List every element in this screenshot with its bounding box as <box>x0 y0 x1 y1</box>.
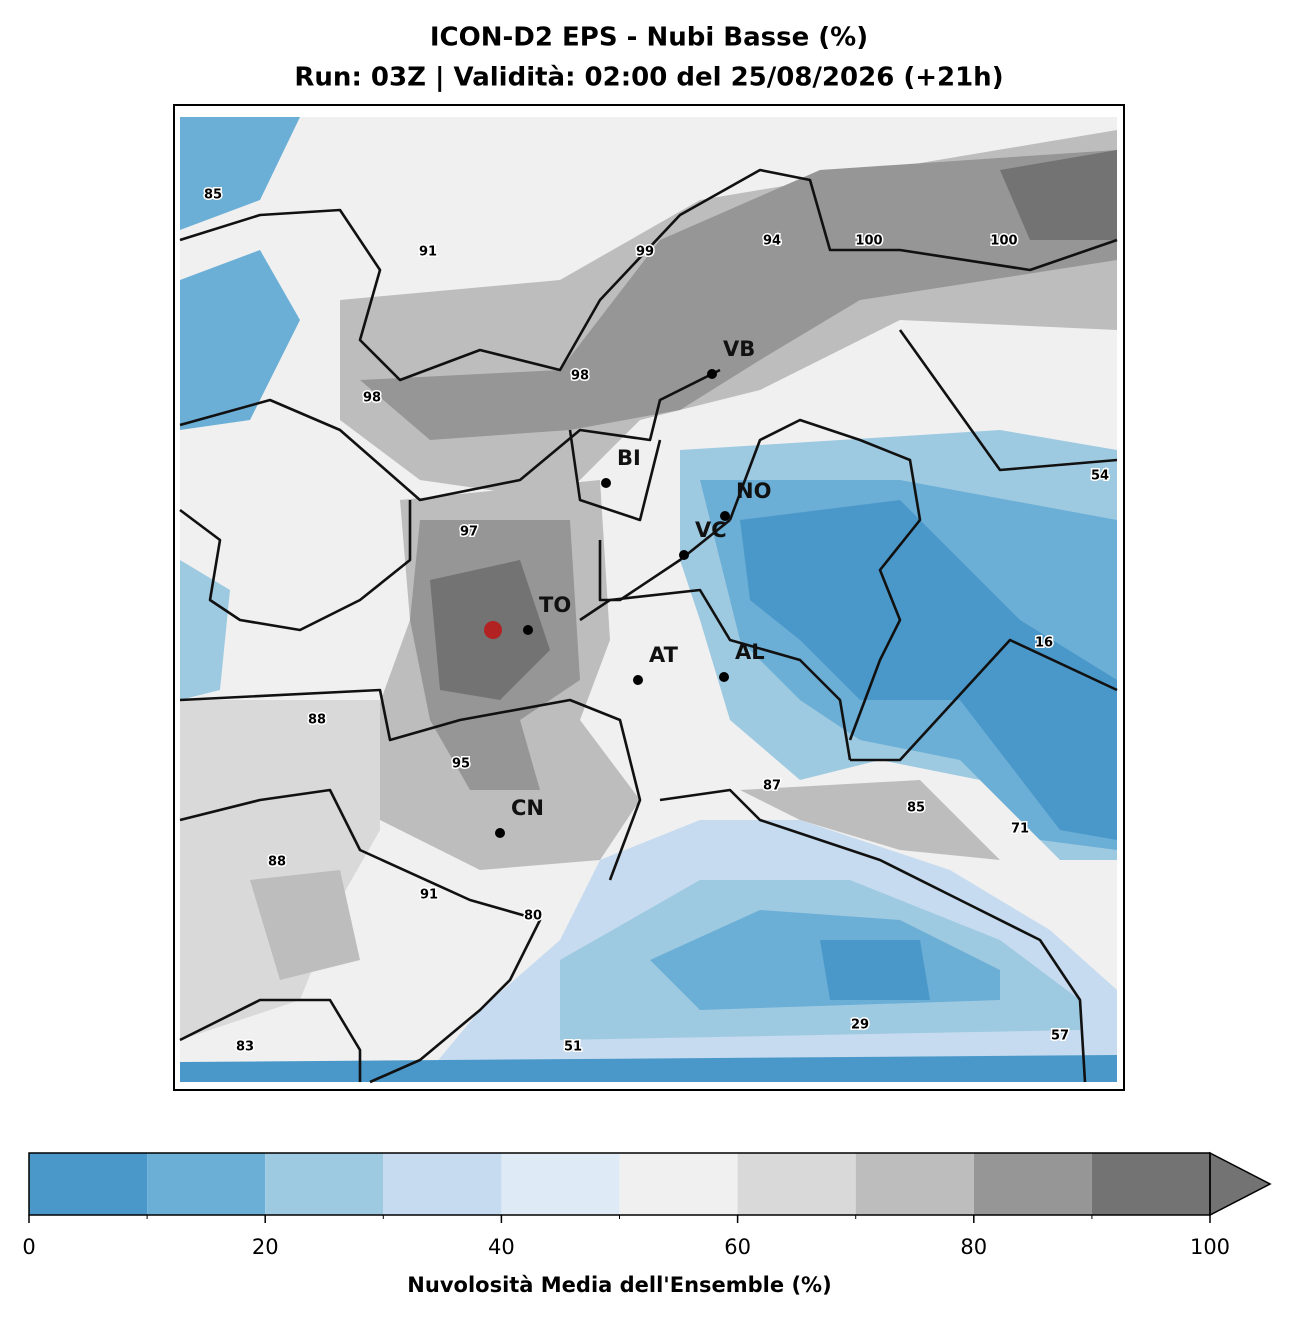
contour-label: 80 <box>524 909 542 924</box>
contour-label: 91 <box>420 888 438 903</box>
location-marker <box>484 621 502 639</box>
contour-label: 29 <box>851 1018 869 1033</box>
map-field <box>179 117 1118 1084</box>
subtitle: Run: 03Z | Validità: 02:00 del 25/08/202… <box>294 63 1003 93</box>
contour-label: 97 <box>460 525 478 540</box>
colorbar-segment <box>265 1153 384 1215</box>
colorbar: 0 20 40 60 80 100 Nuvolosità Media dell'Ensemb… <box>22 1151 1272 1297</box>
colorbar-segment <box>501 1153 620 1215</box>
contour-label: 51 <box>564 1040 582 1055</box>
contour-label: 54 <box>1091 469 1109 484</box>
city-dot <box>495 828 505 838</box>
colorbar-segment <box>855 1153 974 1215</box>
city-label: VB <box>723 337 755 361</box>
colorbar-tick-label: 0 <box>22 1235 35 1259</box>
contour-label: 71 <box>1011 822 1029 837</box>
contour-label: 85 <box>907 801 925 816</box>
contour-label: 88 <box>308 713 326 728</box>
colorbar-extension <box>1209 1151 1272 1217</box>
city-label: VC <box>695 518 727 542</box>
contour-label: 16 <box>1035 636 1053 651</box>
city-dot <box>720 511 730 521</box>
contour-label: 57 <box>1051 1029 1069 1044</box>
city-dot <box>679 550 689 560</box>
contour-label: 88 <box>268 855 286 870</box>
contour-labels: 85 91 99 94 100 100 98 98 54 97 16 88 95 87 85 71 88 91 80… <box>202 186 1110 1056</box>
contour-label: 99 <box>636 245 654 260</box>
colorbar-segment <box>619 1153 738 1215</box>
city-label: AL <box>735 640 765 664</box>
contour-label: 83 <box>236 1040 254 1055</box>
colorbar-tick-label: 20 <box>252 1235 279 1259</box>
colorbar-tick-label: 40 <box>488 1235 515 1259</box>
city-label: NO <box>736 479 771 503</box>
contour-label: 94 <box>763 234 781 249</box>
city-dot <box>633 675 643 685</box>
colorbar-segment <box>147 1153 266 1215</box>
colorbar-segment <box>737 1153 856 1215</box>
city-label: TO <box>539 593 571 617</box>
colorbar-label: Nuvolosità Media dell'Ensemble (%) <box>407 1273 831 1297</box>
contour-label: 98 <box>363 391 381 406</box>
city-label: CN <box>511 796 544 820</box>
city-label: AT <box>649 643 679 667</box>
colorbar-tick-label: 60 <box>724 1235 751 1259</box>
city-dot <box>707 369 717 379</box>
colorbar-tick-label: 80 <box>960 1235 987 1259</box>
city-dot <box>719 672 729 682</box>
cities: VB BI NO VC TO AT AL CN <box>495 337 771 838</box>
colorbar-segment <box>29 1153 148 1215</box>
contour-label: 85 <box>204 188 222 203</box>
contour-label: 98 <box>571 369 589 384</box>
colorbar-segment <box>383 1153 502 1215</box>
contour-label: 100 <box>855 234 882 249</box>
map-frame <box>173 104 1125 1091</box>
contour-label: 87 <box>763 779 781 794</box>
contour-label: 100 <box>990 234 1017 249</box>
title: ICON-D2 EPS - Nubi Basse (%) <box>430 23 868 53</box>
city-dot <box>523 625 533 635</box>
colorbar-tick-label: 100 <box>1190 1235 1230 1259</box>
contour-label: 91 <box>419 245 437 260</box>
colorbar-segment <box>973 1153 1092 1215</box>
city-dot <box>601 478 611 488</box>
city-label: BI <box>617 446 641 470</box>
contour-label: 95 <box>452 757 470 772</box>
colorbar-segment <box>1091 1153 1210 1215</box>
